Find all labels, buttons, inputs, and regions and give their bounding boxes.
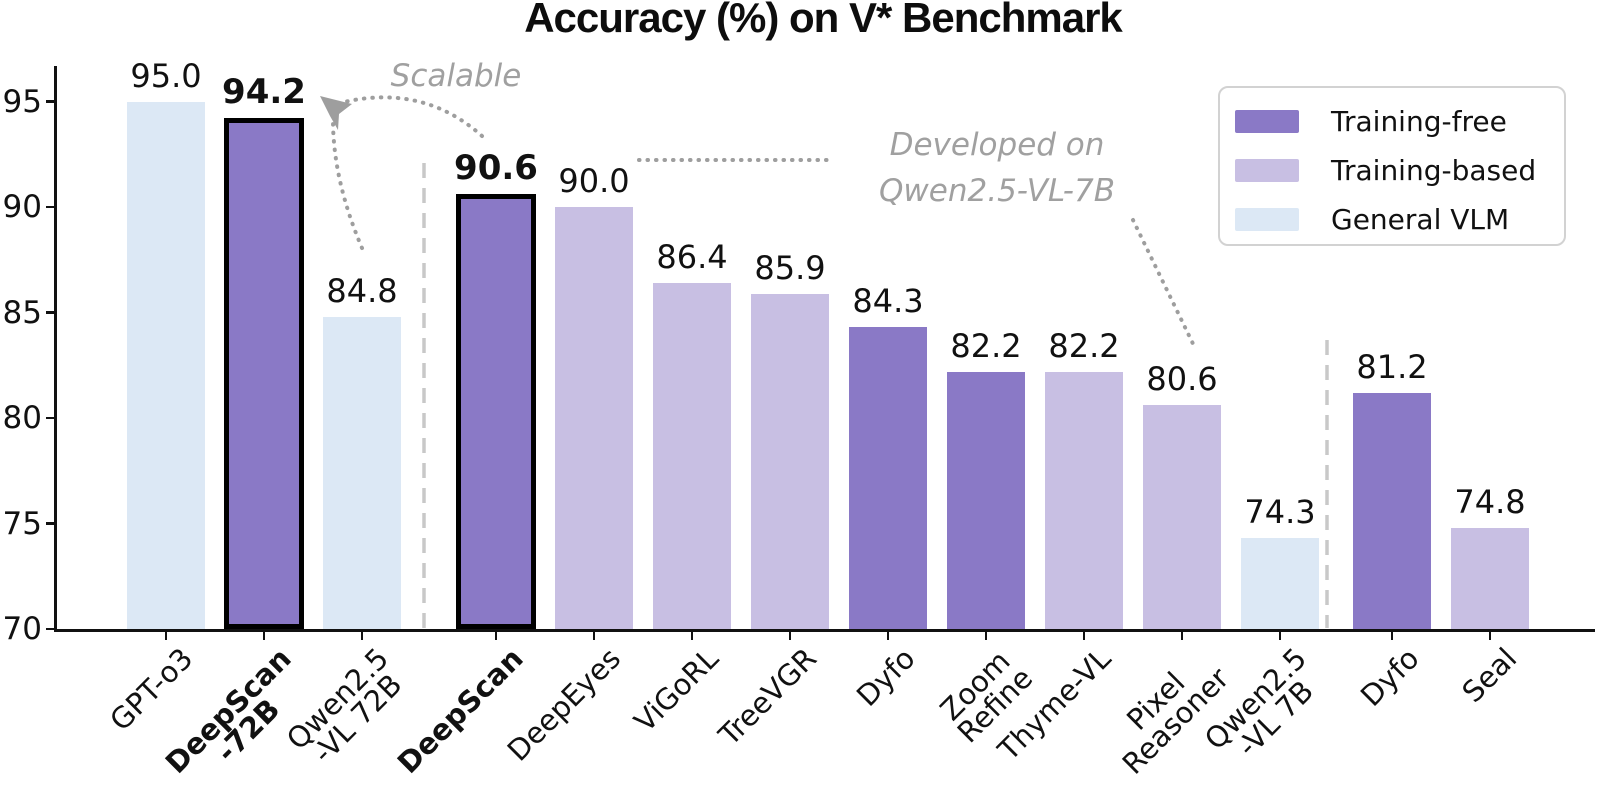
- x-tick-mark: [690, 631, 694, 640]
- x-tick-mark: [1082, 631, 1086, 640]
- x-tick-mark: [592, 631, 596, 640]
- x-tick-mark: [1488, 631, 1492, 640]
- bar-zoom-refine: [947, 371, 1025, 629]
- bar-value-label: 94.2: [222, 72, 306, 113]
- annotation-developed-on: Developed on Qwen2.5-VL-7B: [879, 127, 1115, 209]
- x-tick-mark: [1278, 631, 1282, 640]
- y-tick-label: 80: [2, 400, 42, 436]
- y-tick-mark: [46, 627, 56, 631]
- annotation-scalable: Scalable: [390, 58, 522, 94]
- legend-swatch-icon: [1235, 208, 1299, 231]
- legend: Training-free Training-based General VLM: [1218, 86, 1566, 246]
- x-tick-mark: [164, 631, 168, 640]
- legend-label: Training-free: [1331, 105, 1507, 138]
- bar-thyme-vl: [1045, 371, 1123, 629]
- x-tick-mark: [984, 631, 988, 640]
- y-axis-spine: [54, 66, 57, 631]
- scalable-arrowhead-icon: [320, 96, 352, 130]
- y-tick-label: 90: [2, 189, 42, 225]
- bar-qwen2.5--vl-7b: [1241, 538, 1319, 629]
- scalable-arrow-from-qwen72b-curve: [331, 118, 364, 250]
- bar-seal: [1451, 527, 1529, 629]
- developed-on-leader-line-right: [1131, 218, 1198, 352]
- bar-value-label: 90.6: [454, 148, 538, 189]
- legend-item: General VLM: [1220, 195, 1564, 244]
- y-tick-label: 95: [2, 83, 42, 120]
- bar-value-label: 90.0: [558, 162, 630, 200]
- x-tick-mark: [262, 631, 266, 640]
- y-tick-label: 75: [2, 505, 42, 542]
- bar-value-label: 74.3: [1244, 493, 1316, 532]
- bar-value-label: 80.6: [1146, 360, 1218, 399]
- bar-value-label: 84.3: [852, 282, 924, 321]
- x-tick-mark: [1180, 631, 1184, 640]
- bar-vigorl: [653, 282, 731, 629]
- x-tick-mark: [1390, 631, 1394, 640]
- bar-value-label: 86.4: [656, 237, 728, 276]
- chart-title: Accuracy (%) on V* Benchmark: [524, 0, 1123, 41]
- scalable-arrow-from-deepscan-curve: [342, 95, 484, 138]
- bar-treevgr: [751, 293, 829, 629]
- legend-label: Training-based: [1331, 154, 1537, 187]
- x-tick-mark: [494, 631, 498, 640]
- x-tick-mark: [886, 631, 890, 640]
- x-tick-mark: [788, 631, 792, 640]
- bar-deepscan--72b: [224, 118, 304, 629]
- y-tick-mark: [46, 522, 56, 525]
- legend-label: General VLM: [1331, 203, 1510, 236]
- y-tick-mark: [46, 311, 56, 314]
- legend-swatch-icon: [1235, 110, 1299, 133]
- bar-qwen2.5--vl-72b: [323, 316, 401, 629]
- legend-swatch-icon: [1235, 159, 1299, 182]
- y-tick-mark: [46, 416, 56, 420]
- y-tick-label: 85: [2, 294, 42, 331]
- x-axis-spine: [54, 629, 1595, 632]
- bar-value-label: 85.9: [754, 248, 826, 287]
- bar-value-label: 74.8: [1454, 482, 1526, 521]
- legend-item: Training-free: [1220, 97, 1564, 146]
- bar-dyfo: [1353, 392, 1431, 629]
- bar-value-label: 95.0: [130, 56, 202, 95]
- bar-value-label: 82.2: [950, 326, 1022, 365]
- bar-deepscan: [456, 194, 536, 629]
- bar-pixel-reasoner: [1143, 405, 1221, 629]
- x-tick-mark: [360, 631, 364, 640]
- bar-value-label: 84.8: [326, 271, 398, 310]
- y-tick-mark: [46, 205, 56, 209]
- y-tick-label: 70: [2, 611, 42, 647]
- bar-deepeyes: [555, 207, 633, 629]
- bar-gpt-o3: [127, 101, 205, 629]
- legend-item: Training-based: [1220, 146, 1564, 195]
- bar-value-label: 81.2: [1356, 347, 1428, 386]
- bar-value-label: 82.2: [1048, 326, 1120, 365]
- y-tick-mark: [46, 100, 56, 103]
- bar-dyfo: [849, 327, 927, 629]
